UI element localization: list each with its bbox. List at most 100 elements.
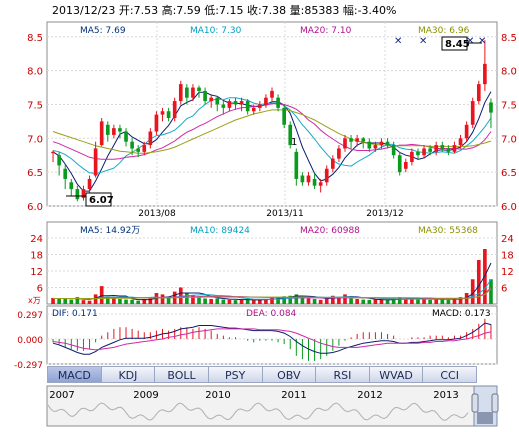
candle-body [294, 151, 299, 179]
candle-body [270, 90, 274, 98]
dea-label: DEA: 0.084 [246, 309, 297, 319]
volume-bar [337, 296, 341, 304]
tab-psy[interactable]: PSY [208, 366, 263, 383]
macd-lines [52, 322, 492, 355]
candle-body [124, 131, 128, 142]
volume-ma10-line [53, 279, 492, 300]
candle-body [160, 111, 165, 115]
volume-bar [93, 294, 98, 304]
candle-body [428, 148, 432, 152]
volume-bar [324, 297, 329, 304]
event-marker: 1 [291, 137, 297, 148]
candle-body [483, 63, 487, 85]
volume-tick-left: 12 [30, 267, 43, 278]
volume-tick-right: 24 [501, 234, 514, 245]
price-x-label: 2013/12 [366, 209, 403, 219]
price-tick-right: 7.5 [501, 100, 517, 111]
tab-cci[interactable]: CCI [423, 366, 477, 383]
tab-kdj[interactable]: KDJ [101, 366, 156, 383]
candle-body [318, 182, 323, 186]
volume-bar [75, 297, 80, 304]
candle-body [191, 87, 195, 98]
price-ma30-line [52, 109, 492, 154]
candle-body [312, 178, 317, 186]
volume-bar [379, 299, 384, 304]
x-marker-icon: ✕ [394, 36, 402, 47]
overview-year: 2009 [133, 390, 158, 401]
low-callout: 6.07 [66, 192, 114, 207]
candle-body [373, 145, 378, 149]
volume-bar [99, 286, 104, 304]
candle-body [251, 107, 256, 112]
macd-tick: -0.297 [14, 361, 43, 371]
candle-body [264, 97, 268, 105]
candle-body [178, 84, 183, 102]
candle-body [136, 148, 141, 152]
overview-selector[interactable] [471, 385, 499, 427]
volume-bar [221, 299, 226, 304]
volume-bar [391, 298, 396, 304]
candle-body [81, 189, 86, 198]
dif-label: DIF: 0.171 [52, 309, 98, 319]
tab-obv[interactable]: OBV [262, 366, 317, 383]
tab-macd[interactable]: MACD [47, 366, 102, 383]
tab-rsi[interactable]: RSI [316, 366, 370, 383]
volume-bar [87, 300, 92, 304]
low-callout-text: 6.07 [89, 195, 114, 206]
candle-body [221, 104, 226, 108]
volume-bar [361, 299, 366, 304]
tab-wvad[interactable]: WVAD [369, 366, 424, 383]
volume-bar [385, 300, 390, 304]
overview-strip[interactable] [46, 385, 498, 427]
volume-bar [69, 299, 74, 304]
high-callout-text: 8.45 [445, 39, 470, 50]
candle-body [452, 145, 457, 152]
volume-bar [288, 295, 293, 304]
overview-year: 2010 [205, 390, 230, 401]
overview-year: 2011 [281, 390, 306, 401]
candle-body [105, 124, 110, 135]
candle-body [69, 182, 74, 190]
volume-bar [203, 298, 207, 304]
volume-bar [355, 299, 359, 304]
volume-bar [312, 299, 317, 304]
price-x-label: 2013/11 [266, 209, 303, 219]
price-tick-right: 6.0 [501, 202, 517, 213]
price-candles [51, 40, 493, 202]
price-tick-right: 8.0 [501, 67, 517, 78]
price-tick-left: 7.5 [27, 100, 43, 111]
volume-tick-right: 12 [501, 267, 514, 278]
candle-body [416, 151, 420, 156]
candle-body [391, 145, 396, 156]
price-y-axis-right: 8.5 8.0 7.5 7.0 6.5 6.0 [501, 33, 517, 213]
volume-bar [349, 298, 353, 304]
volume-bar [251, 300, 256, 304]
overview-left-handle[interactable] [471, 393, 479, 413]
volume-bar [458, 297, 463, 304]
volume-bar [191, 295, 195, 304]
volume-unit: x万 [28, 296, 41, 305]
price-ma-legend: MA5: 7.69 MA10: 7.30 MA20: 7.10 MA30: 6.… [80, 26, 470, 36]
volume-bar [178, 287, 183, 304]
tab-boll[interactable]: BOLL [155, 366, 209, 383]
volume-bar [105, 296, 110, 304]
candle-body [367, 141, 372, 149]
candle-body [112, 128, 116, 135]
x-marker-icon: ✕ [478, 36, 486, 47]
price-y-axis-left: 8.5 8.0 7.5 7.0 6.5 6.0 [27, 33, 43, 213]
price-ma20-line [52, 103, 492, 160]
candle-body [276, 97, 280, 108]
candle-body [239, 101, 244, 105]
volume-bar [130, 299, 134, 304]
overview-right-handle[interactable] [491, 393, 499, 413]
dea-line [52, 328, 492, 351]
candle-body [422, 148, 426, 156]
ma30-label: MA30: 6.96 [418, 26, 470, 36]
candle-body [489, 102, 493, 113]
price-x-label: 2013/08 [138, 209, 176, 219]
candle-body [458, 138, 463, 146]
volume-panel [46, 221, 498, 305]
volume-bar [142, 299, 147, 304]
price-tick-left: 8.0 [27, 67, 43, 78]
